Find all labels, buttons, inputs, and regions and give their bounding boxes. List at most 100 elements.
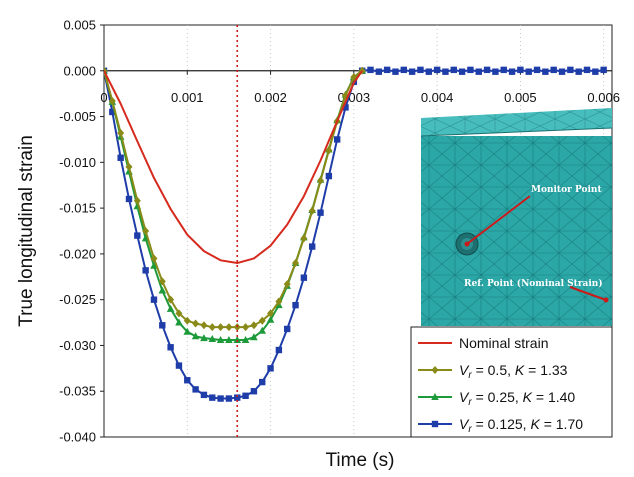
data-point xyxy=(392,68,399,75)
data-point xyxy=(217,323,225,332)
y-tick-label: -0.020 xyxy=(59,246,96,261)
data-point xyxy=(150,296,158,303)
mesh-inset: Monitor Point Ref. Point (Nominal Strain… xyxy=(420,108,613,326)
legend-entry: Nominal strain xyxy=(418,335,548,351)
data-point xyxy=(150,261,158,269)
legend-label: Nominal strain xyxy=(459,335,548,351)
y-tick-label: -0.010 xyxy=(59,155,96,170)
series-line xyxy=(104,70,363,265)
data-point xyxy=(134,232,141,239)
data-point xyxy=(325,146,333,155)
data-point xyxy=(150,254,158,263)
x-tick-label: 0.002 xyxy=(254,90,287,105)
grid-lines xyxy=(186,25,605,437)
series-group xyxy=(104,66,607,402)
mesh-edge xyxy=(420,127,613,137)
data-point xyxy=(200,334,208,342)
y-tick-label: -0.030 xyxy=(59,338,96,353)
data-point xyxy=(292,259,300,268)
data-point xyxy=(383,66,391,74)
data-point xyxy=(233,335,242,343)
legend-entry: Vr = 0.25, K = 1.40 xyxy=(418,389,575,408)
data-point xyxy=(308,206,316,215)
data-point xyxy=(317,176,325,185)
mesh-front-face xyxy=(421,136,612,326)
data-point xyxy=(158,277,166,286)
data-point xyxy=(142,267,149,274)
data-point xyxy=(208,323,216,332)
data-point xyxy=(175,309,183,318)
data-point xyxy=(342,104,349,111)
data-point xyxy=(600,66,607,74)
legend-box xyxy=(410,326,613,438)
data-point xyxy=(225,323,233,332)
data-point xyxy=(300,274,308,281)
data-point xyxy=(283,280,291,289)
data-point xyxy=(500,66,507,74)
data-point xyxy=(408,68,416,75)
data-point xyxy=(431,393,439,400)
data-point xyxy=(133,196,141,205)
legend-label: Vr = 0.5, K = 1.33 xyxy=(459,362,568,381)
data-point xyxy=(192,319,200,328)
data-point xyxy=(225,335,233,343)
y-tick-label: -0.005 xyxy=(59,109,96,124)
data-point xyxy=(567,66,574,74)
data-point xyxy=(575,68,582,75)
ref-point-label: Ref. Point (Nominal Strain) xyxy=(464,278,603,289)
data-point xyxy=(258,326,267,334)
data-point xyxy=(216,335,225,343)
data-point xyxy=(241,335,250,343)
data-point xyxy=(308,243,316,250)
data-point xyxy=(183,327,192,335)
data-point xyxy=(166,304,175,312)
data-point xyxy=(450,66,457,74)
data-point xyxy=(242,323,250,332)
data-point xyxy=(375,68,383,75)
data-point xyxy=(259,378,266,386)
data-point xyxy=(417,66,424,74)
data-point xyxy=(184,377,191,384)
x-tick-label: 0.006 xyxy=(587,90,620,105)
data-point xyxy=(431,366,439,374)
data-point xyxy=(217,395,224,402)
ref-point-arrow xyxy=(569,286,607,301)
data-point xyxy=(325,172,333,180)
data-point xyxy=(183,316,191,325)
monitor-point-marker xyxy=(464,241,470,247)
y-tick-label: -0.015 xyxy=(59,201,96,216)
data-point xyxy=(250,321,258,330)
data-point xyxy=(317,209,324,216)
data-point xyxy=(284,325,291,333)
data-point xyxy=(542,68,549,75)
data-point xyxy=(275,346,283,354)
ref-point-marker xyxy=(603,297,609,303)
data-point xyxy=(425,68,432,75)
y-tick-label: 0.005 xyxy=(63,18,96,33)
x-axis-label: Time (s) xyxy=(326,450,395,471)
data-point xyxy=(200,321,208,330)
legend: Nominal strain Vr = 0.5, K = 1.33 Vr = 0.2… xyxy=(410,326,613,438)
legend-entry: Vr = 0.125, K = 1.70 xyxy=(418,416,583,435)
legend-label: Vr = 0.25, K = 1.40 xyxy=(459,389,575,408)
mesh-top-face xyxy=(421,108,612,136)
data-point xyxy=(109,108,116,116)
data-point xyxy=(292,301,299,309)
data-point xyxy=(250,388,258,395)
data-point xyxy=(533,66,541,74)
monitor-point-label: Monitor Point xyxy=(531,185,602,195)
monitor-arrow xyxy=(466,195,531,245)
y-axis-label: True longitudinal strain xyxy=(16,135,37,327)
data-point xyxy=(442,68,449,75)
data-point xyxy=(167,344,174,351)
data-point xyxy=(433,66,441,74)
data-point xyxy=(158,286,167,294)
data-point xyxy=(142,227,150,235)
data-point xyxy=(159,322,166,329)
data-point xyxy=(233,323,241,332)
data-point xyxy=(300,234,308,243)
data-point xyxy=(467,66,474,74)
y-tick-label: -0.035 xyxy=(59,384,96,399)
legend-entry: Vr = 0.5, K = 1.33 xyxy=(418,362,568,381)
x-tick-label: 0.005 xyxy=(504,90,537,105)
